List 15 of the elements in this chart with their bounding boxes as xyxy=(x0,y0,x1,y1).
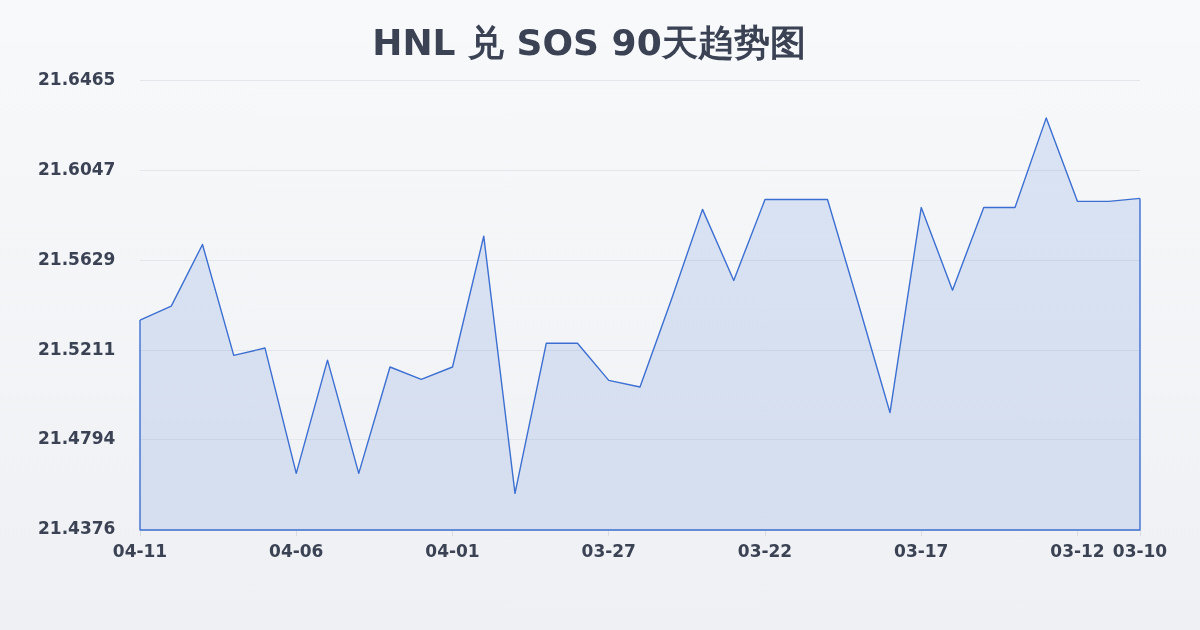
x-tick-label: 03-12 xyxy=(1050,540,1105,561)
x-tick-label: 04-06 xyxy=(269,540,324,561)
chart-title: HNL 兑 SOS 90天趋势图 xyxy=(372,21,806,63)
x-tick-label: 03-17 xyxy=(894,540,949,561)
y-tick-label: 21.5211 xyxy=(38,338,116,359)
x-tick-label: 03-27 xyxy=(581,540,636,561)
x-tick-label: 04-11 xyxy=(112,540,168,561)
y-tick-label: 21.4376 xyxy=(38,518,116,539)
y-tick-label: 21.6047 xyxy=(38,158,116,179)
x-tick-label: 03-22 xyxy=(737,540,793,561)
y-tick-label: 21.5629 xyxy=(38,248,116,269)
x-tick-label: 03-10 xyxy=(1112,540,1168,561)
x-tick-label: 04-01 xyxy=(425,540,480,561)
y-tick-label: 21.6465 xyxy=(38,68,116,89)
y-tick-label: 21.4794 xyxy=(38,428,116,449)
